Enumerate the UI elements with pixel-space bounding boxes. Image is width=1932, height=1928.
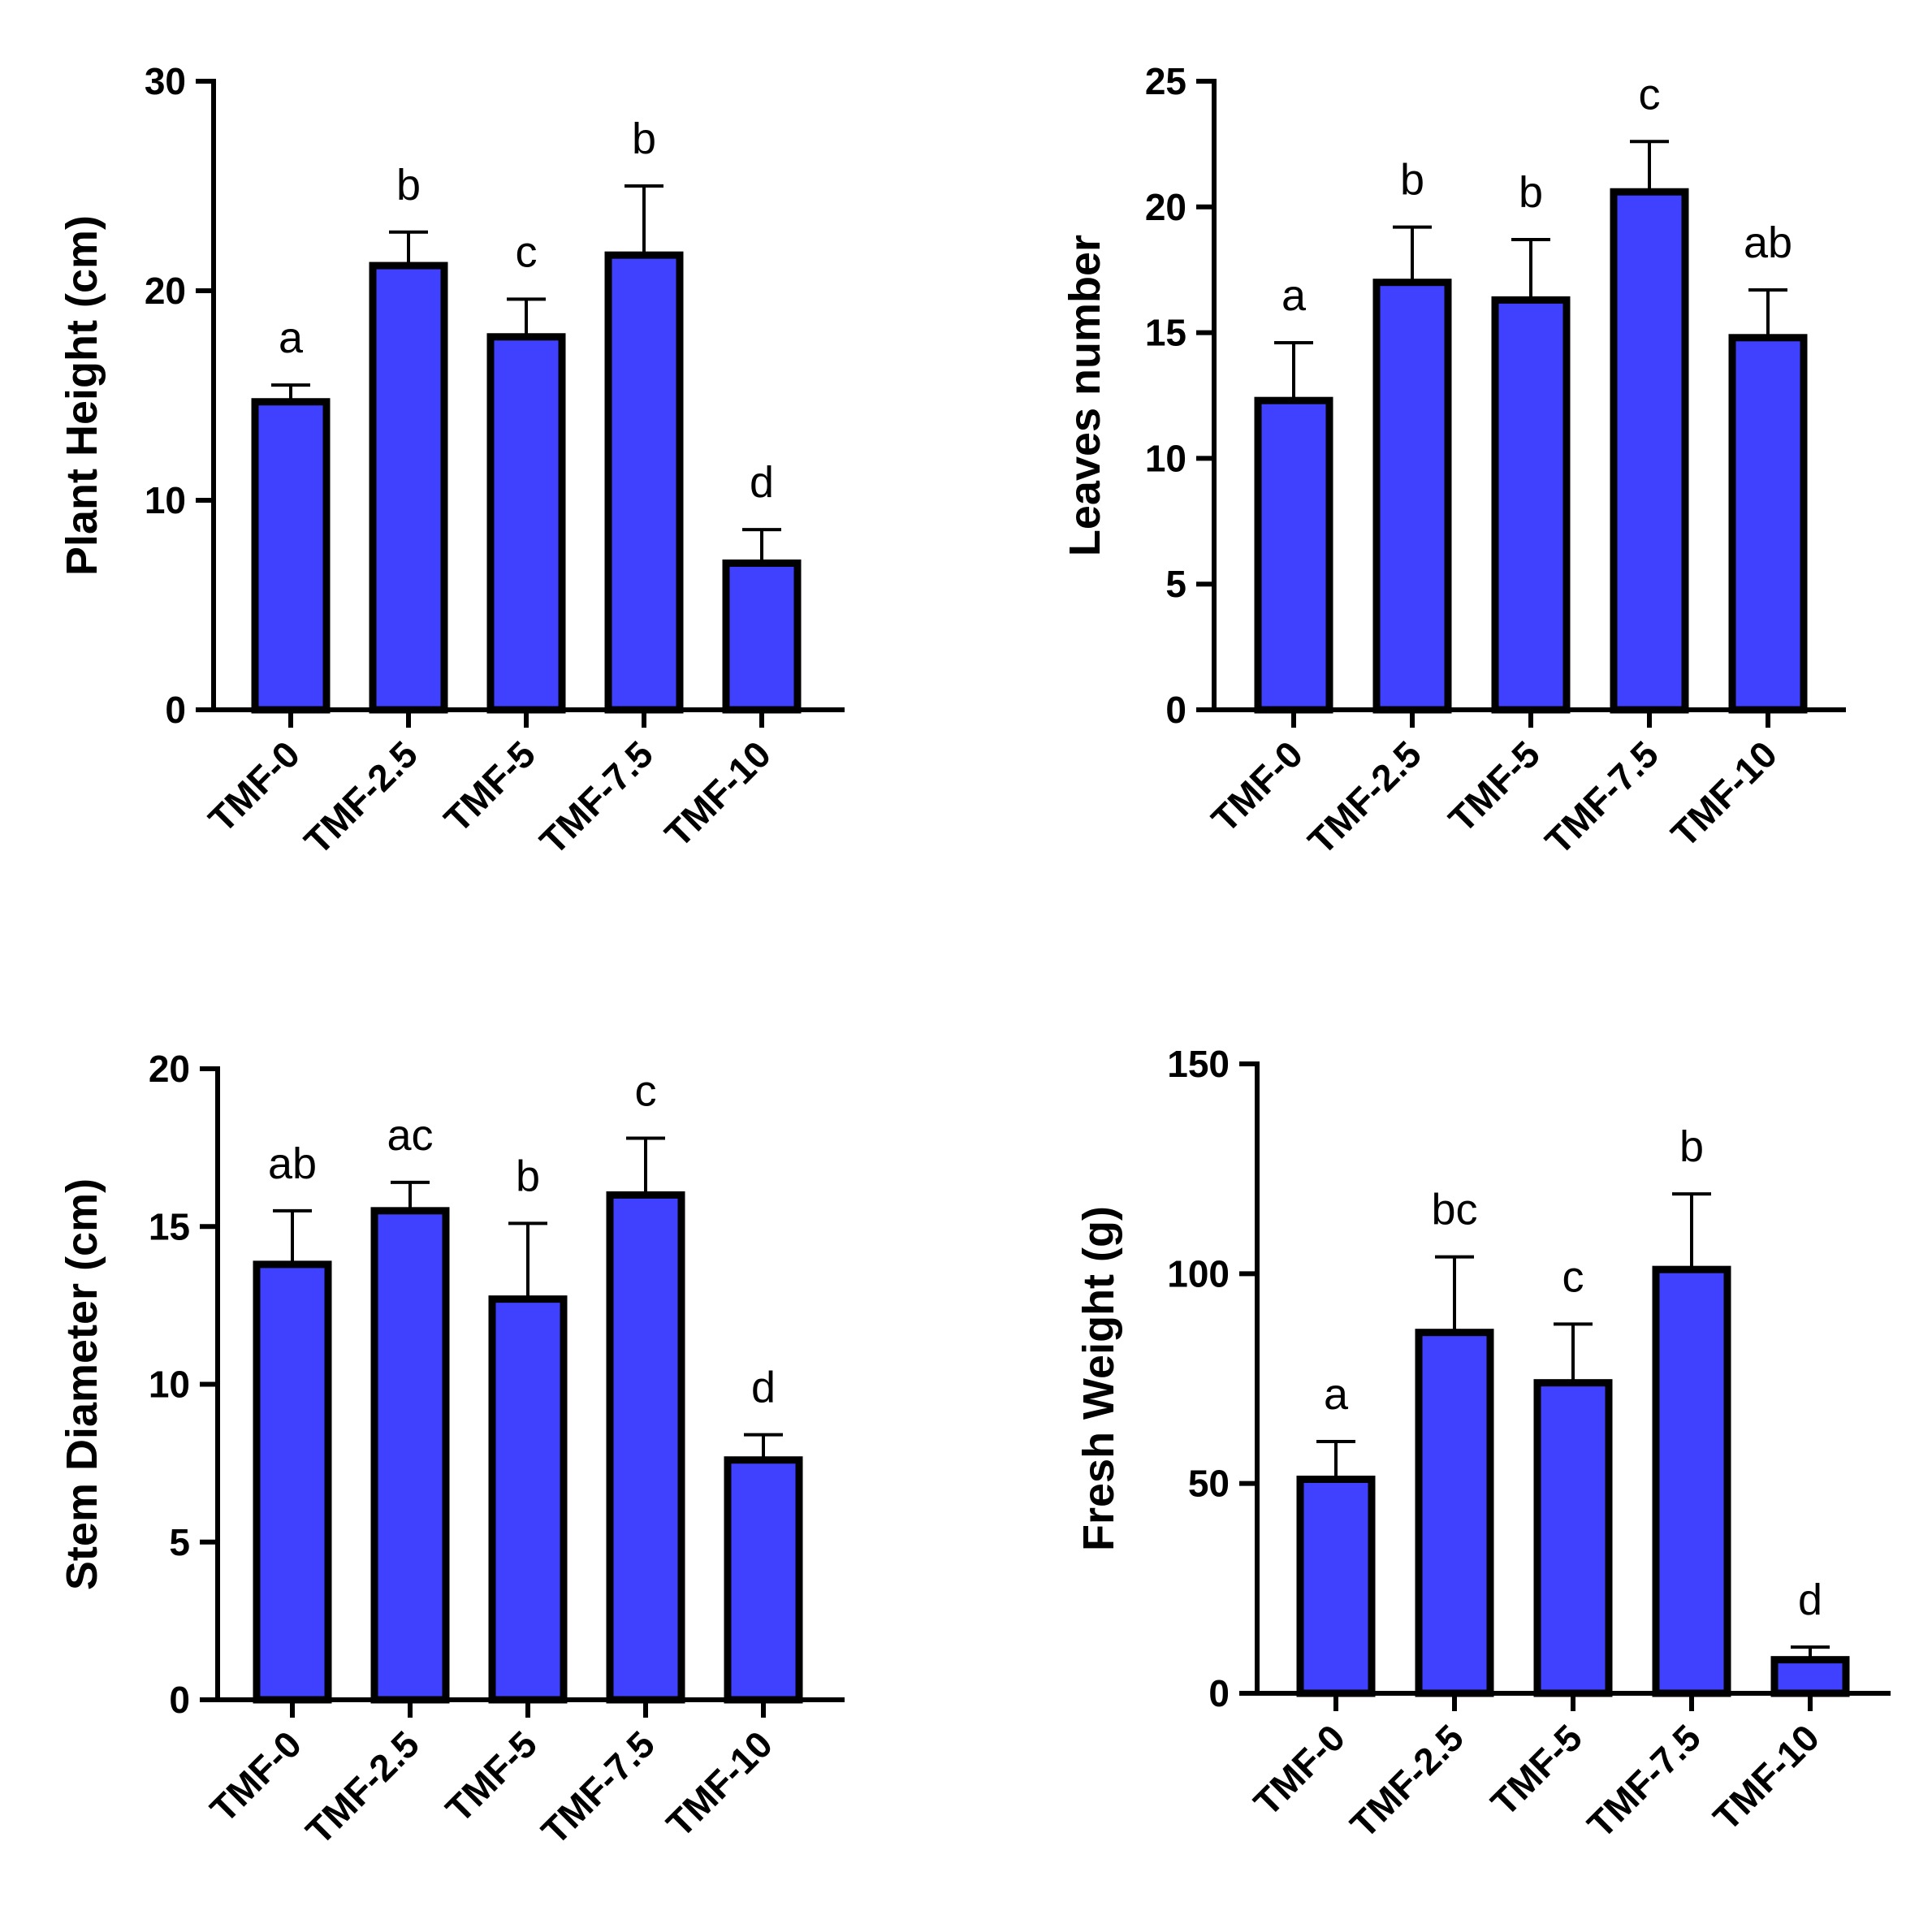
category-label: TMF-7.5 xyxy=(531,733,661,862)
significance-label: b xyxy=(396,161,421,210)
category-label: TMF-0 xyxy=(201,733,309,841)
bar xyxy=(1296,1476,1376,1697)
bar xyxy=(1372,279,1452,714)
significance-label: ab xyxy=(1744,218,1792,267)
significance-label: ab xyxy=(268,1139,317,1188)
significance-label: c xyxy=(516,227,538,276)
category-label: TMF-10 xyxy=(658,1723,780,1845)
bar xyxy=(370,1207,450,1704)
y-tick-label: 100 xyxy=(1167,1252,1230,1295)
bar xyxy=(1254,396,1333,714)
category-label: TMF-10 xyxy=(1662,733,1785,855)
significance-label: ac xyxy=(387,1111,433,1160)
bar xyxy=(486,333,566,714)
y-tick-label: 25 xyxy=(1145,60,1186,102)
significance-label: a xyxy=(1324,1370,1349,1419)
significance-label: a xyxy=(279,313,304,362)
y-axis-title: Plant Height (cm) xyxy=(58,215,106,576)
significance-label: b xyxy=(1679,1122,1704,1171)
category-label: TMF-5 xyxy=(438,1723,546,1831)
y-tick-label: 5 xyxy=(1165,563,1186,605)
category-label: TMF-5 xyxy=(436,733,544,841)
y-axis-title: Leaves number xyxy=(1061,235,1109,556)
y-tick-label: 10 xyxy=(145,479,186,521)
bar xyxy=(1610,188,1689,714)
chart-panel-1: 0 10 20 30 Plant Height (cm) a TMF-0 b TMF-2.5 c T… xyxy=(58,60,845,862)
y-tick-label: 20 xyxy=(1145,186,1186,228)
bar xyxy=(1415,1329,1494,1697)
category-label: TMF-2.5 xyxy=(1342,1716,1472,1846)
bar xyxy=(488,1295,568,1704)
y-tick-label: 15 xyxy=(1145,312,1186,354)
bar xyxy=(604,251,684,714)
category-label: TMF-5 xyxy=(1483,1716,1591,1824)
significance-label: c xyxy=(1639,70,1661,119)
significance-label: bc xyxy=(1431,1186,1477,1234)
chart-panel-2: 0 5 10 15 20 25 Leaves number a TMF-0 b TMF-2.5 b TM… xyxy=(1061,60,1846,862)
category-label: TMF-7.5 xyxy=(1537,733,1666,862)
significance-label: c xyxy=(1562,1252,1584,1301)
significance-label: d xyxy=(751,1364,776,1412)
bar xyxy=(1770,1656,1850,1697)
significance-label: b xyxy=(632,115,656,163)
y-tick-label: 0 xyxy=(165,689,186,731)
bar xyxy=(251,398,331,714)
significance-label: b xyxy=(1519,168,1543,217)
category-label: TMF-2.5 xyxy=(297,1723,427,1852)
bar xyxy=(1728,334,1808,714)
y-tick-label: 0 xyxy=(169,1679,190,1721)
significance-label: c xyxy=(635,1066,657,1115)
y-tick-label: 5 xyxy=(169,1521,190,1563)
bar xyxy=(1491,296,1571,714)
y-tick-label: 10 xyxy=(149,1364,190,1406)
y-tick-label: 10 xyxy=(1145,437,1186,479)
category-label: TMF-7.5 xyxy=(533,1723,663,1852)
significance-label: d xyxy=(750,458,774,507)
category-label: TMF-0 xyxy=(1204,733,1312,841)
bar xyxy=(606,1191,685,1704)
significance-label: b xyxy=(1400,156,1424,205)
bar xyxy=(722,559,802,714)
bar xyxy=(1652,1265,1731,1697)
y-tick-label: 150 xyxy=(1167,1043,1230,1085)
y-tick-label: 0 xyxy=(1208,1672,1230,1714)
y-tick-label: 15 xyxy=(149,1205,190,1247)
bar xyxy=(1533,1379,1613,1697)
y-axis-title: Fresh Weight (g) xyxy=(1074,1206,1123,1551)
significance-label: d xyxy=(1798,1576,1822,1624)
significance-label: b xyxy=(516,1152,540,1200)
category-label: TMF-0 xyxy=(202,1723,310,1831)
bar xyxy=(369,262,448,714)
y-tick-label: 30 xyxy=(145,60,186,102)
y-tick-label: 0 xyxy=(1165,689,1186,731)
category-label: TMF-2.5 xyxy=(1299,733,1429,862)
chart-panel-3: 0 5 10 15 20 Stem Diameter (cm) ab TMF-0 ac TMF-2… xyxy=(58,1048,845,1852)
y-tick-label: 20 xyxy=(149,1048,190,1090)
category-label: TMF-7.5 xyxy=(1579,1716,1709,1846)
bar xyxy=(253,1260,332,1704)
y-tick-label: 50 xyxy=(1188,1463,1230,1505)
category-label: TMF-10 xyxy=(656,733,779,855)
y-tick-label: 20 xyxy=(145,270,186,312)
category-label: TMF-0 xyxy=(1246,1716,1354,1824)
category-label: TMF-5 xyxy=(1441,733,1549,841)
significance-label: a xyxy=(1282,271,1307,320)
bar xyxy=(724,1456,803,1704)
category-label: TMF-10 xyxy=(1705,1716,1827,1839)
category-label: TMF-2.5 xyxy=(296,733,426,862)
y-axis-title: Stem Diameter (cm) xyxy=(58,1178,106,1590)
